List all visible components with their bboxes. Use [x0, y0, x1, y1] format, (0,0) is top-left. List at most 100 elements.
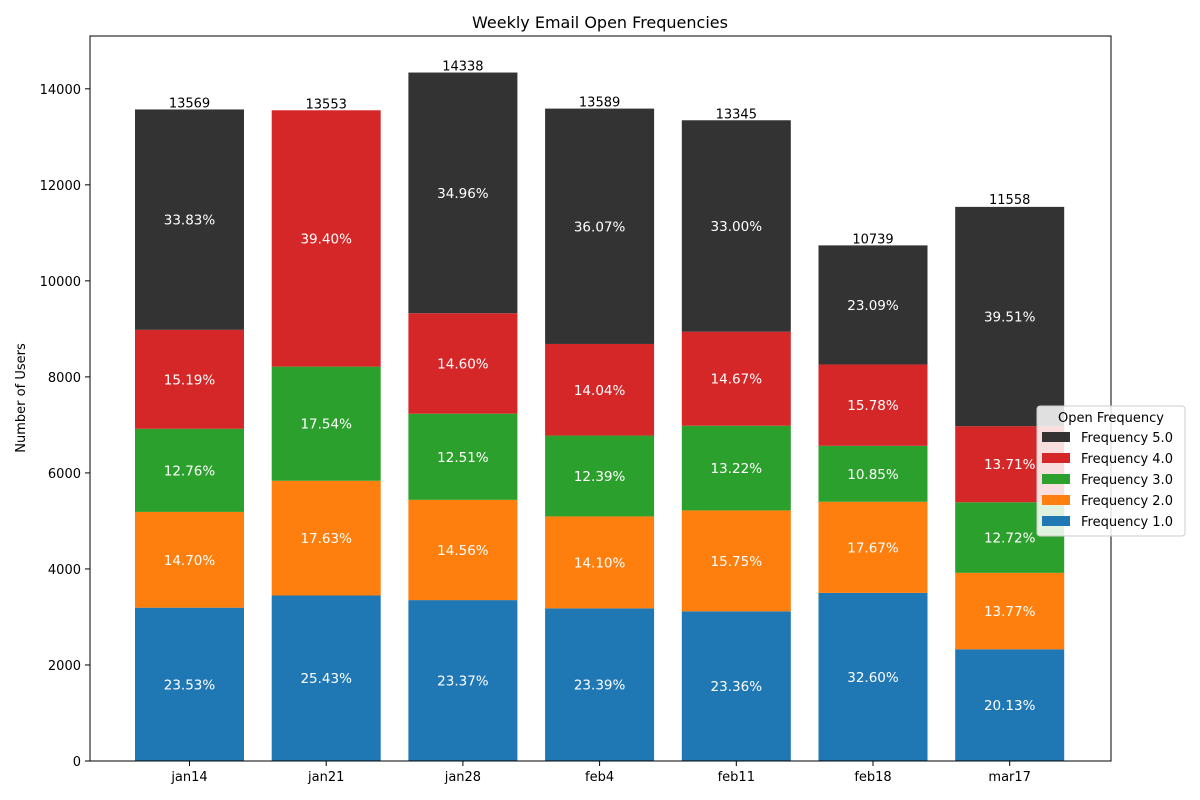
bar-feb4-series-3 [545, 435, 655, 517]
bar-jan21-series-1 [271, 595, 381, 761]
bar-feb4-series-5 [545, 108, 655, 344]
legend-label-series-4: Frequency 4.0 [1081, 452, 1173, 467]
percent-label-feb18-series-4: 15.78% [847, 398, 899, 414]
legend-title: Open Frequency [1058, 411, 1164, 426]
total-label-mar17: 11558 [989, 193, 1030, 208]
total-label-feb11: 13345 [716, 107, 757, 122]
percent-label-jan14-series-5: 33.83% [164, 213, 216, 229]
percent-label-feb11-series-5: 33.00% [711, 219, 763, 235]
bar-feb11-series-5 [681, 120, 791, 332]
total-label-feb4: 13589 [579, 96, 620, 111]
total-label-jan28: 14338 [442, 60, 483, 75]
percent-label-feb18-series-5: 23.09% [847, 298, 899, 314]
percent-label-jan28-series-2: 14.56% [437, 543, 489, 559]
percent-label-mar17-series-3: 12.72% [984, 531, 1036, 547]
bar-jan28-series-1 [408, 600, 518, 761]
percent-label-jan28-series-4: 14.60% [437, 356, 489, 372]
percent-label-feb18-series-3: 10.85% [847, 467, 899, 483]
percent-label-jan28-series-5: 34.96% [437, 186, 489, 202]
bar-mar17-series-2 [955, 572, 1065, 650]
bar-feb11-series-3 [681, 425, 791, 511]
y-tick-label-10000: 10000 [40, 275, 81, 290]
legend-box [1036, 405, 1186, 537]
x-tick-label-jan14: jan14 [170, 770, 207, 785]
percent-label-mar17-series-4: 13.71% [984, 457, 1036, 473]
percent-label-feb11-series-3: 13.22% [711, 461, 763, 477]
legend-label-series-2: Frequency 2.0 [1081, 494, 1173, 509]
percent-label-jan21-series-2: 17.63% [300, 531, 352, 547]
percent-label-feb4-series-4: 14.04% [574, 383, 626, 399]
legend-swatch-series-3 [1042, 474, 1070, 484]
x-tick-label-jan28: jan28 [444, 770, 481, 785]
percent-label-jan28-series-3: 12.51% [437, 450, 489, 466]
bar-jan14-series-2 [135, 511, 244, 608]
percent-label-jan14-series-2: 14.70% [164, 553, 216, 569]
percent-label-jan14-series-3: 12.76% [164, 463, 216, 479]
bar-feb18-series-3 [818, 445, 928, 502]
bar-feb4-series-4 [545, 343, 655, 436]
percent-label-mar17-series-2: 13.77% [984, 604, 1036, 620]
percent-label-jan28-series-1: 23.37% [437, 674, 489, 690]
total-label-jan21: 13553 [306, 97, 347, 112]
bars-layer [135, 72, 1065, 761]
bar-feb11-series-1 [681, 611, 791, 761]
x-tick-label-feb18: feb18 [854, 770, 891, 785]
x-tick-label-mar17: mar17 [988, 770, 1031, 785]
bar-jan14-series-3 [135, 428, 244, 512]
bar-jan14-series-4 [135, 329, 244, 429]
bar-jan21-series-3 [271, 366, 381, 481]
bar-jan21-series-2 [271, 480, 381, 596]
legend-label-series-1: Frequency 1.0 [1081, 515, 1173, 530]
y-tick-label-2000: 2000 [48, 659, 81, 674]
bar-feb18-series-4 [818, 364, 928, 446]
bar-mar17-series-5 [955, 206, 1065, 427]
percent-label-jan21-series-1: 25.43% [300, 671, 352, 687]
percent-label-mar17-series-1: 20.13% [984, 698, 1036, 714]
percent-label-feb18-series-1: 32.60% [847, 670, 899, 686]
percent-label-feb18-series-2: 17.67% [847, 540, 899, 556]
bar-feb18-series-2 [818, 501, 928, 593]
percent-label-feb4-series-3: 12.39% [574, 469, 626, 485]
bar-feb11-series-2 [681, 510, 791, 612]
chart-title: Weekly Email Open Frequencies [472, 13, 728, 32]
y-axis: 0 2000 4000 6000 8000 10000 12000 14000 [40, 83, 90, 770]
x-tick-label-jan21: jan21 [307, 770, 344, 785]
bar-jan28-series-2 [408, 499, 518, 601]
percent-label-feb11-series-1: 23.36% [711, 679, 763, 695]
y-tick-label-14000: 14000 [40, 83, 81, 98]
y-tick-label-8000: 8000 [48, 371, 81, 386]
total-label-feb18: 10739 [852, 232, 893, 247]
percent-label-feb4-series-1: 23.39% [574, 678, 626, 694]
bar-jan28-series-3 [408, 413, 518, 500]
percent-label-jan14-series-1: 23.53% [164, 677, 216, 693]
bar-mar17-series-1 [955, 649, 1065, 761]
legend: Open Frequency Frequency 5.0 Frequency 4.… [1036, 405, 1186, 537]
percent-label-feb4-series-2: 14.10% [574, 555, 626, 571]
percent-label-feb11-series-4: 14.67% [711, 372, 763, 388]
legend-label-series-3: Frequency 3.0 [1081, 473, 1173, 488]
plot-frame [89, 35, 1112, 762]
x-tick-label-feb4: feb4 [585, 770, 614, 785]
bar-jan28-series-5 [408, 72, 518, 314]
legend-items: Frequency 5.0 Frequency 4.0 Frequency 3.0 F… [1042, 431, 1173, 530]
bar-feb18-series-1 [818, 592, 928, 761]
x-tick-label-feb11: feb11 [718, 770, 755, 785]
labels-layer: 23.53% 14.70% 12.76% 15.19% 33.83% 13569 25.43… [164, 60, 1036, 715]
legend-label-series-5: Frequency 5.0 [1081, 431, 1173, 446]
bar-feb4-series-2 [545, 516, 655, 609]
percent-label-jan21-series-3: 17.54% [300, 417, 352, 433]
bar-jan21-series-4 [271, 110, 381, 367]
bar-feb11-series-4 [681, 331, 791, 426]
total-label-jan14: 13569 [169, 97, 210, 112]
bar-jan14-series-5 [135, 109, 244, 330]
y-tick-label-6000: 6000 [48, 467, 81, 482]
percent-label-jan21-series-4: 39.40% [300, 231, 352, 247]
percent-label-jan14-series-4: 15.19% [164, 372, 216, 388]
y-tick-label-4000: 4000 [48, 563, 81, 578]
y-tick-label-0: 0 [73, 755, 81, 770]
legend-swatch-series-4 [1042, 453, 1070, 463]
y-axis-label: Number of Users [14, 343, 29, 453]
legend-swatch-series-1 [1042, 516, 1070, 526]
